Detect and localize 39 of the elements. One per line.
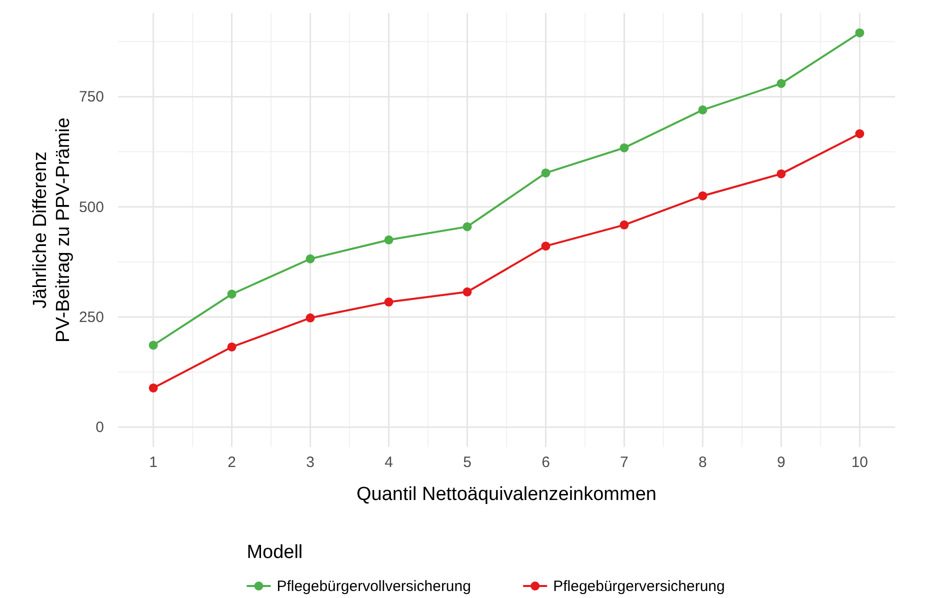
x-tick-label: 9 [777,454,786,471]
x-tick-label: 4 [384,454,393,471]
legend-label: Pflegebürgervollversicherung [276,578,471,595]
y-tick-label: 500 [78,198,104,216]
y-axis-title: Jährliche Differenz PV-Beitrag zu PPV-Prämie [30,118,74,342]
point [462,222,472,232]
legend-title: Modell [246,542,303,563]
point [620,220,629,230]
point [776,169,786,178]
y-tick-label: 250 [78,309,104,326]
point [148,383,158,392]
point [855,28,864,38]
point [776,79,786,88]
x-tick-label: 10 [851,454,868,471]
x-tick-label: 6 [542,454,550,471]
point [541,168,550,178]
x-axis-title: Quantil Nettoäquivalenzeinkommen [356,484,656,505]
point [541,242,550,251]
x-tick-label: 7 [620,454,628,471]
y-tick-label: 0 [96,419,104,436]
y-tick-label: 750 [78,88,104,106]
point [384,235,394,244]
point [462,287,472,296]
x-tick-label: 2 [228,454,236,471]
x-tick-label: 3 [306,454,314,471]
point [148,340,158,350]
x-tick-label: 5 [463,454,472,471]
point [698,105,708,114]
point [855,129,864,138]
point [227,290,236,299]
point [698,191,708,200]
point [384,298,394,307]
point [227,342,236,352]
point [306,313,315,322]
point [620,143,629,152]
point [306,254,315,264]
x-tick-label: 8 [698,454,707,471]
x-tick-label: 1 [149,454,158,471]
legend-label: Pflegebürgerversicherung [553,578,725,595]
